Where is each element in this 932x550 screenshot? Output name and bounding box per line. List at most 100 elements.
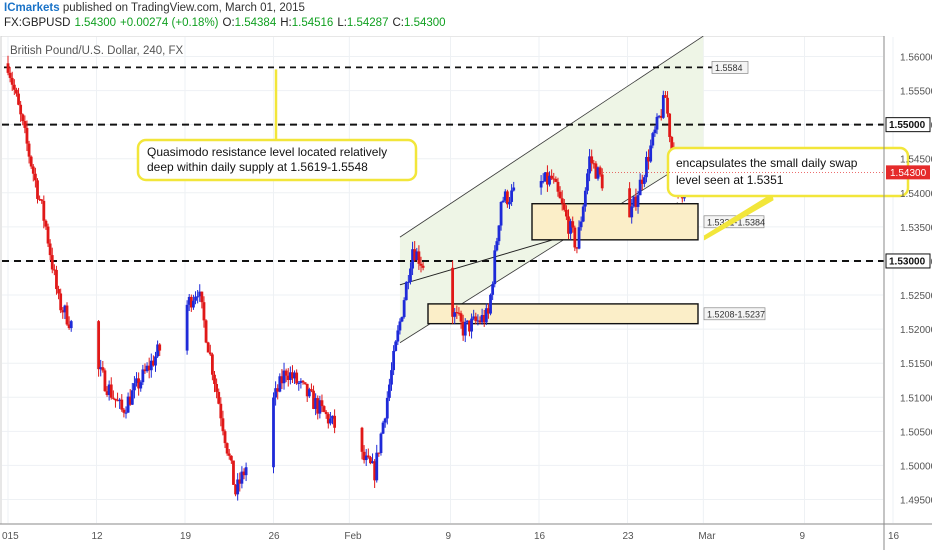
candle-body (583, 190, 587, 207)
candle-body (377, 452, 381, 454)
low-label: L: (337, 17, 347, 29)
candle-body (419, 263, 423, 266)
candle-body (202, 302, 206, 321)
candle-body (52, 269, 56, 271)
price-tick-label: 1.53500 (900, 223, 932, 234)
candle-body (240, 471, 244, 484)
candle-body (539, 181, 543, 188)
candle-body (333, 415, 337, 428)
candle-body (451, 267, 455, 317)
candle-body (46, 226, 50, 244)
price-tick-label: 1.52000 (900, 325, 932, 336)
candle-body (114, 398, 117, 401)
chart-header: ICmarkets published on TradingView.com, … (0, 0, 932, 36)
candle-body (571, 221, 575, 228)
candle-body (379, 433, 383, 454)
candle-body (390, 370, 393, 385)
candle-body (25, 127, 29, 144)
candle-body (192, 300, 195, 308)
time-tick-label: 23 (623, 531, 635, 542)
candle-body (413, 249, 417, 261)
candle-body (97, 321, 101, 370)
candle-body (457, 312, 461, 314)
candle-body (655, 116, 659, 130)
open-label: O: (222, 17, 235, 29)
close-value: 1.54300 (403, 17, 446, 29)
candle-body (404, 282, 408, 301)
candle-body (69, 321, 73, 329)
candle-body (38, 198, 42, 200)
candle-body (558, 191, 562, 199)
candle-body (588, 156, 591, 174)
candle-body (478, 320, 482, 323)
candle-body (331, 415, 334, 419)
callout-text-line: encapsulates the small daily swap (676, 156, 858, 170)
candle-body (594, 163, 598, 179)
candle-body (15, 89, 18, 94)
candle-body (288, 372, 292, 380)
time-tick-label: 19 (180, 531, 192, 542)
candle-body (638, 179, 642, 196)
candle-body (307, 389, 311, 397)
time-tick-label: Feb (344, 531, 362, 542)
candle-body (147, 365, 151, 371)
price-change: +0.00274 (+0.18%) (120, 17, 219, 29)
symbol-name[interactable]: FX:GBPUSD (4, 17, 71, 29)
candle-body (636, 195, 640, 207)
channel-upper-line (399, 36, 704, 238)
candle-body (366, 455, 370, 458)
level-label: 1.5584 (715, 63, 743, 73)
candle-body (409, 268, 412, 282)
candle-body (223, 431, 227, 444)
candle-body (394, 341, 398, 351)
candle-body (200, 291, 204, 303)
candle-body (229, 455, 233, 461)
candle-body (470, 318, 473, 332)
candle-body (278, 376, 282, 392)
price-tick-label: 1.54000 (900, 189, 932, 200)
time-axis[interactable]: 015121926Feb91623Mar916232/ (2, 531, 932, 542)
candle-body (29, 156, 33, 167)
time-tick-label: 16 (888, 531, 900, 542)
candle-body (577, 227, 581, 249)
candle-body (139, 382, 143, 389)
candle-body (63, 305, 67, 313)
candle-body (642, 177, 646, 184)
level-price-tag (885, 253, 931, 269)
candle-body (210, 354, 214, 375)
candle-body (151, 360, 155, 366)
candle-body (137, 378, 141, 389)
candle-body (503, 191, 507, 201)
publisher-name[interactable]: ICmarkets (4, 2, 60, 14)
candle-body (103, 370, 107, 392)
candle-body (310, 389, 313, 391)
candle-body (546, 172, 549, 185)
candle-body (242, 471, 246, 476)
candle-body (33, 173, 37, 181)
price-tick-label: 1.50000 (900, 461, 932, 472)
candle-body (185, 304, 189, 351)
candle-body (634, 196, 638, 207)
price-chart[interactable]: 1.5331-1.5384 1.5208-1.5237 1.5584 Quasim… (0, 36, 932, 550)
candle-body (360, 427, 364, 452)
candle-body (105, 391, 109, 395)
candle-body (581, 206, 585, 222)
candle-body (23, 121, 27, 128)
candle-body (548, 175, 551, 185)
candle-body (286, 375, 290, 380)
candle-body (316, 398, 320, 414)
candlesticks (6, 55, 693, 501)
time-tick-label: 9 (800, 531, 806, 542)
candle-body (326, 414, 330, 424)
published-text: published on TradingView.com, March 01, … (62, 2, 305, 14)
callout-text-line: level seen at 1.5351 (676, 173, 784, 187)
candle-body (373, 461, 377, 481)
candle-body (221, 418, 225, 432)
level-price-tag (885, 117, 931, 133)
candle-body (579, 221, 583, 228)
candle-body (301, 380, 305, 383)
candle-body (459, 313, 463, 322)
candle-body (501, 200, 505, 202)
candle-body (387, 384, 391, 398)
price-tick-label: 1.51000 (900, 393, 932, 404)
